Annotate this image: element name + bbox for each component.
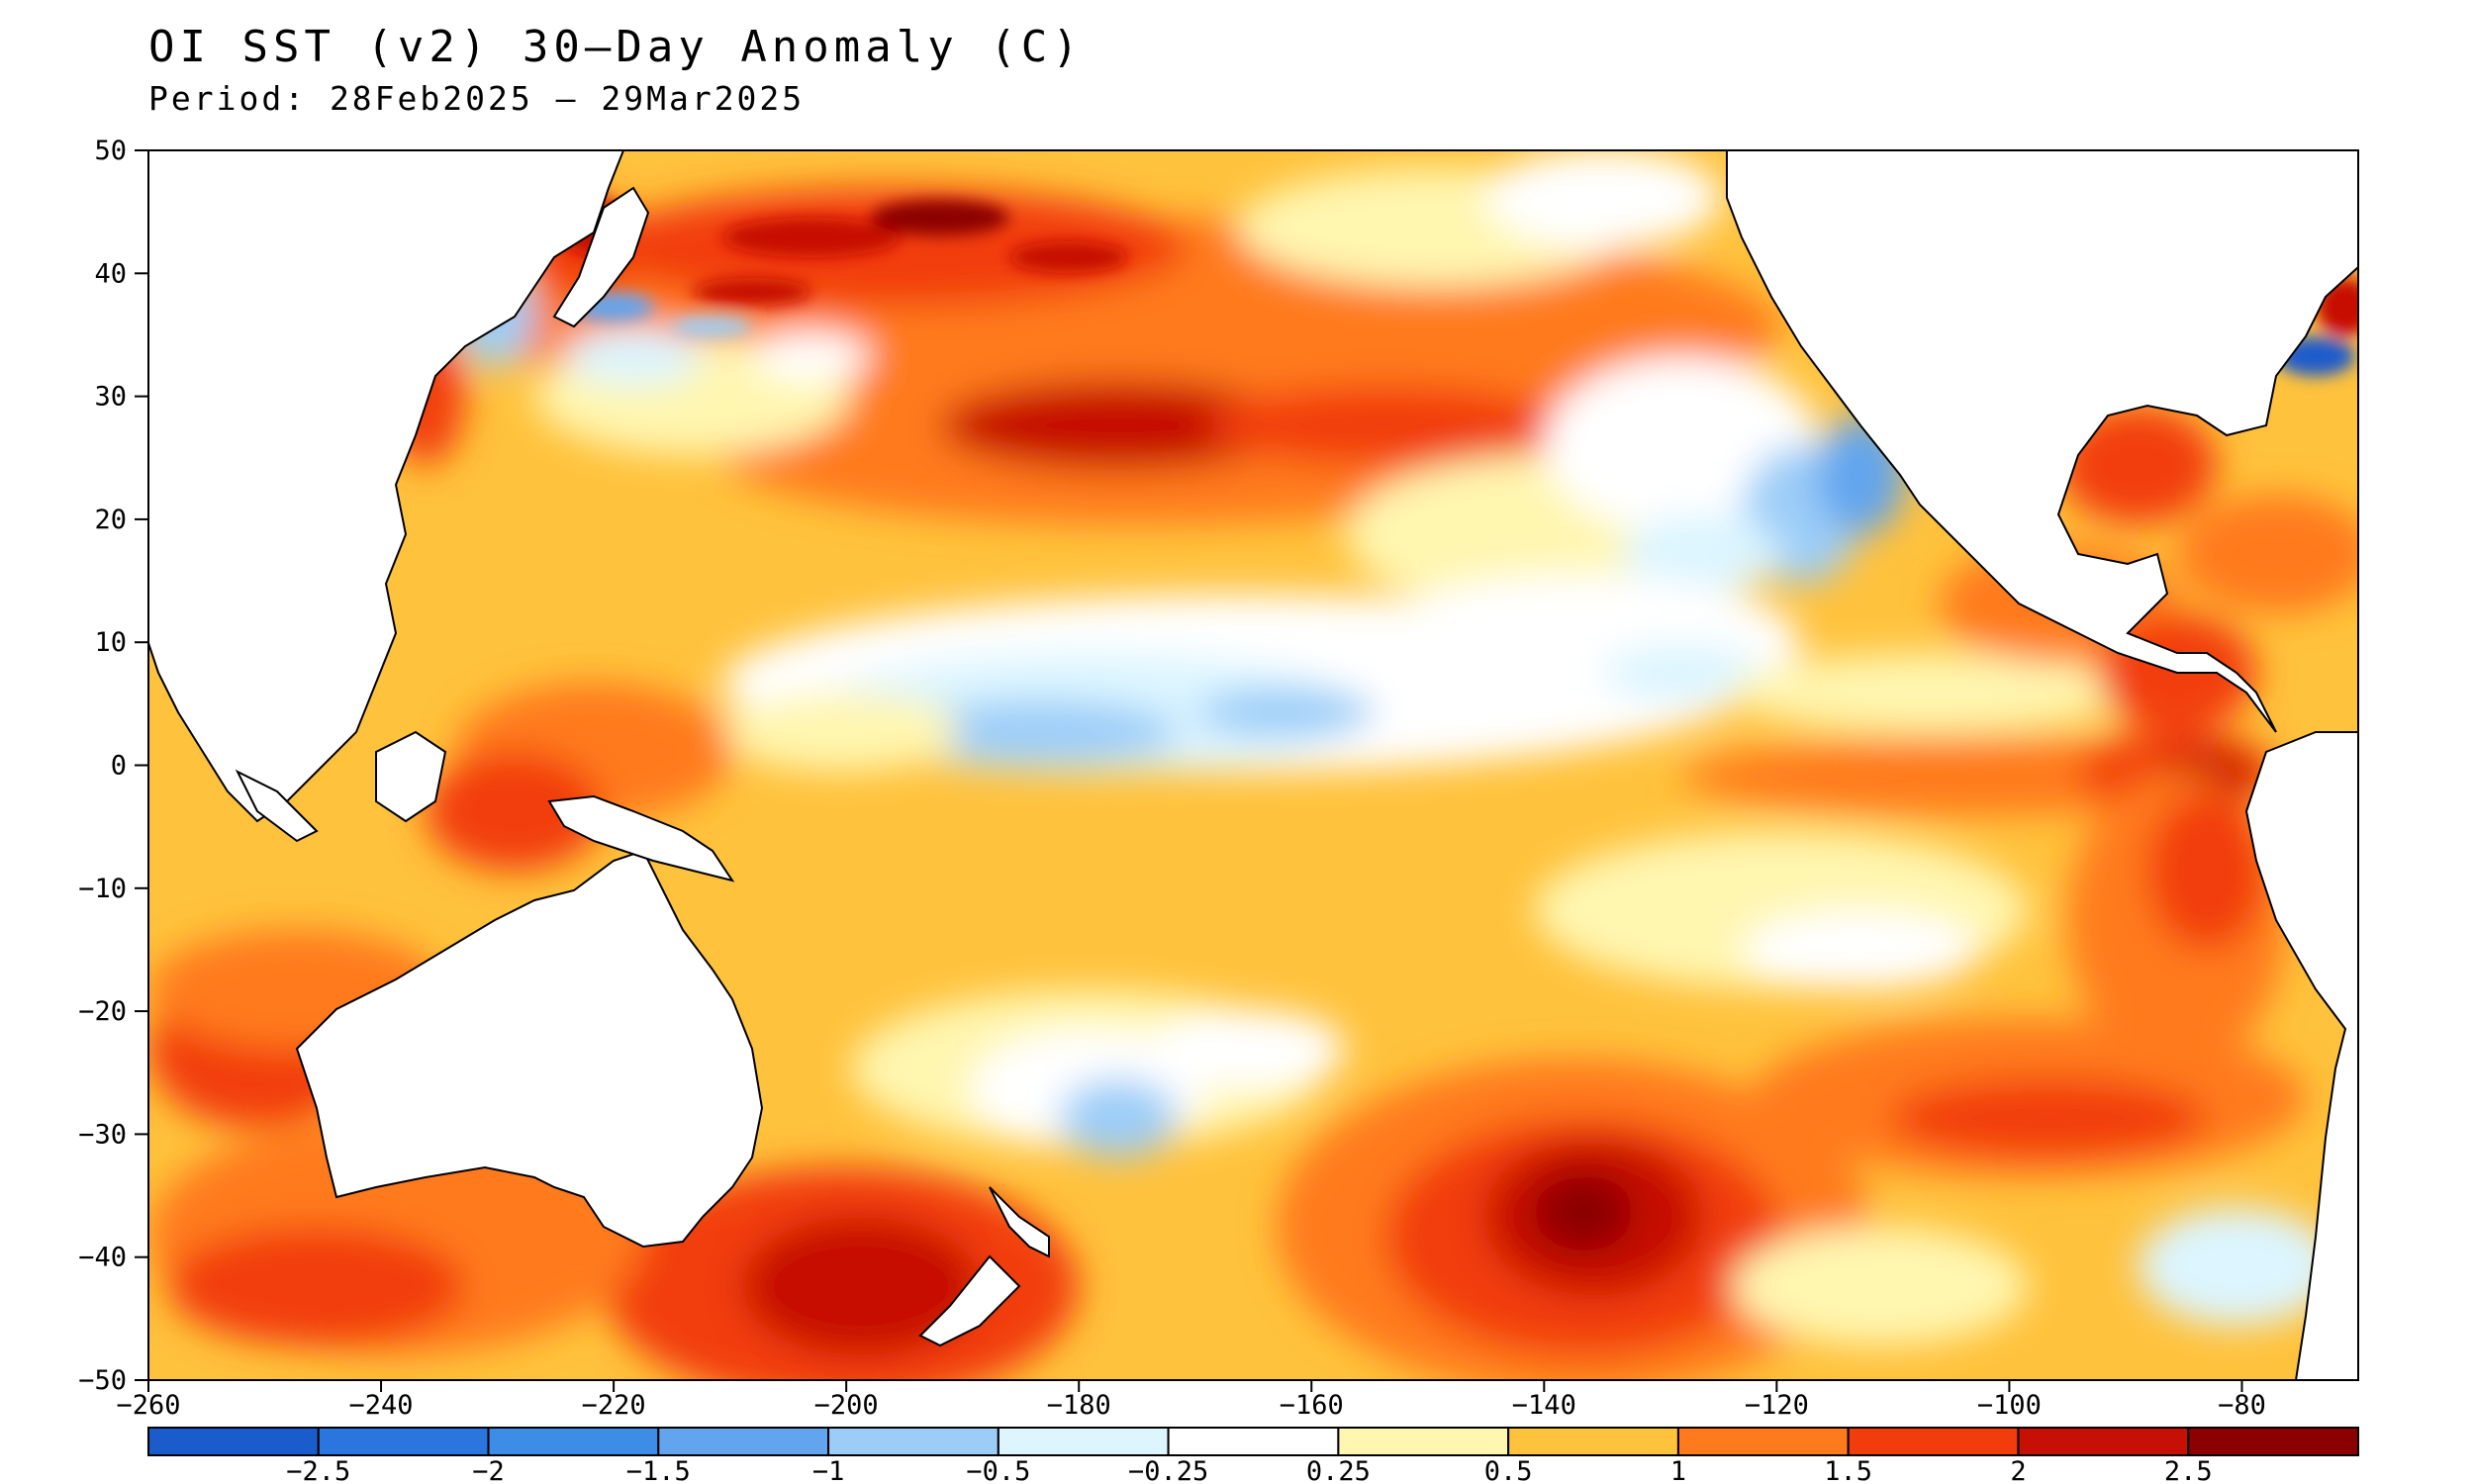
lat-tick-label: 30 bbox=[94, 382, 127, 413]
colorbar-swatch bbox=[1167, 1427, 1340, 1456]
colorbar-swatch bbox=[997, 1427, 1170, 1456]
colorbar-label: 1 bbox=[1670, 1456, 1686, 1484]
lat-tick-label: 40 bbox=[94, 258, 127, 289]
lon-tick-label: −160 bbox=[1280, 1390, 1344, 1421]
colorbar-label: −1.5 bbox=[626, 1456, 691, 1484]
lat-tick-label: −30 bbox=[78, 1119, 127, 1150]
colorbar-label: −0.5 bbox=[966, 1456, 1030, 1484]
colorbar-label: −1 bbox=[812, 1456, 845, 1484]
lon-tick-label: −80 bbox=[2218, 1390, 2266, 1421]
lon-tick-label: −200 bbox=[814, 1390, 879, 1421]
colorbar-label: 1.5 bbox=[1824, 1456, 1872, 1484]
lat-tick-label: 20 bbox=[94, 505, 127, 535]
lon-tick-label: −100 bbox=[1977, 1390, 2042, 1421]
colorbar-label: 2.5 bbox=[2164, 1456, 2213, 1484]
map-title: OI SST (v2) 30–Day Anomaly (C) bbox=[148, 22, 1084, 72]
colorbar-swatch bbox=[2187, 1427, 2359, 1456]
lat-tick-label: 0 bbox=[111, 751, 127, 782]
lat-tick-label: −50 bbox=[78, 1365, 127, 1396]
lon-tick-label: −260 bbox=[116, 1390, 180, 1421]
period-subtitle: Period: 28Feb2025 – 29Mar2025 bbox=[148, 79, 806, 118]
lat-tick-label: 50 bbox=[94, 136, 127, 166]
lon-tick-label: −180 bbox=[1047, 1390, 1111, 1421]
colorbar-label: 0.25 bbox=[1306, 1456, 1371, 1484]
lon-tick-label: −220 bbox=[582, 1390, 646, 1421]
anomaly-field bbox=[148, 150, 2358, 1380]
lon-tick-label: −120 bbox=[1745, 1390, 1809, 1421]
colorbar-label: 0.5 bbox=[1484, 1456, 1533, 1484]
colorbar-swatch bbox=[827, 1427, 999, 1456]
colorbar-label: −2 bbox=[472, 1456, 505, 1484]
colorbar-swatch bbox=[2017, 1427, 2190, 1456]
latitude-axis: 50 40 30 20 10 0 −10 −20 −30 −40 −50 bbox=[78, 136, 148, 1396]
colorbar-swatch bbox=[657, 1427, 830, 1456]
colorbar: −2.5 −2 −1.5 −1 −0.5 −0.25 0.25 0.5 1 1.5 2 2.5 bbox=[147, 1427, 2359, 1484]
lat-tick-label: 10 bbox=[94, 627, 127, 658]
colorbar-swatch bbox=[1337, 1427, 1510, 1456]
lat-tick-label: −10 bbox=[78, 874, 127, 904]
colorbar-label: 2 bbox=[2010, 1456, 2026, 1484]
colorbar-label: −0.25 bbox=[1128, 1456, 1208, 1484]
lat-tick-label: −40 bbox=[78, 1243, 127, 1273]
colorbar-swatch bbox=[487, 1427, 660, 1456]
land-masses bbox=[148, 150, 2358, 1380]
colorbar-swatch bbox=[1847, 1427, 2020, 1456]
longitude-axis: −260 −240 −220 −200 −180 −160 −140 −120 −100 −80 bbox=[116, 1380, 2266, 1421]
colorbar-swatch bbox=[1507, 1427, 1679, 1456]
lon-tick-label: −240 bbox=[349, 1390, 414, 1421]
lat-tick-label: −20 bbox=[78, 996, 127, 1027]
colorbar-swatch bbox=[147, 1427, 320, 1456]
colorbar-swatch bbox=[317, 1427, 490, 1456]
lon-tick-label: −140 bbox=[1512, 1390, 1576, 1421]
colorbar-label: −2.5 bbox=[286, 1456, 350, 1484]
colorbar-swatch bbox=[1676, 1427, 1850, 1456]
